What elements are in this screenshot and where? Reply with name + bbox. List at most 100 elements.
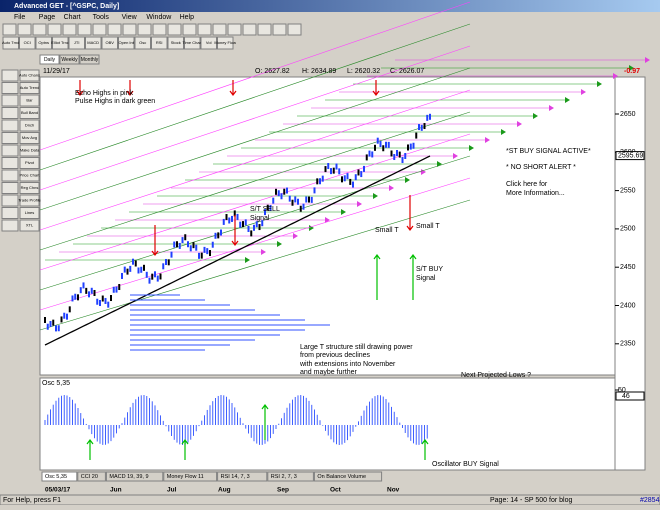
tool-icon[interactable] <box>182 23 197 36</box>
tool-button[interactable] <box>85 36 102 50</box>
menu-item[interactable]: Chart <box>64 14 81 21</box>
tool-button[interactable] <box>35 36 52 50</box>
tool-icon[interactable] <box>227 23 242 36</box>
tool-button[interactable] <box>184 36 201 50</box>
period-tab[interactable] <box>59 54 80 65</box>
candle <box>288 195 291 202</box>
sidebar-button[interactable] <box>19 94 40 107</box>
annotation: from previous declines <box>300 352 371 359</box>
tool-icon[interactable] <box>152 23 167 36</box>
menu-item[interactable]: Tools <box>93 14 110 21</box>
candle <box>60 316 63 323</box>
extension-arrow <box>357 201 362 207</box>
trend-line <box>39 67 471 211</box>
candle <box>107 301 110 308</box>
indicator-tab[interactable] <box>313 471 383 482</box>
indicator-tab[interactable] <box>163 471 218 482</box>
tool-icon[interactable] <box>2 23 17 36</box>
sidebar-button[interactable] <box>19 119 40 132</box>
tool-icon[interactable] <box>272 23 287 36</box>
tool-button[interactable] <box>200 36 217 50</box>
annotation[interactable]: More Information... <box>506 190 565 197</box>
tool-icon[interactable] <box>62 23 77 36</box>
period-tab[interactable] <box>39 54 60 65</box>
tool-button[interactable] <box>217 36 234 50</box>
menu-item[interactable]: Page <box>39 14 55 21</box>
sidebar-button[interactable] <box>19 132 40 144</box>
tool-icon[interactable] <box>77 23 92 36</box>
sidebar-icon[interactable] <box>1 194 19 207</box>
sidebar-icon[interactable] <box>1 169 19 182</box>
indicator-tab[interactable] <box>105 471 164 482</box>
sidebar-icon[interactable] <box>1 132 19 144</box>
candle <box>176 241 178 248</box>
menu-item[interactable]: File <box>14 14 25 21</box>
sidebar-icon[interactable] <box>1 119 19 132</box>
candle <box>55 325 57 332</box>
annotation[interactable]: Click here for <box>506 181 548 188</box>
tool-icon[interactable] <box>212 23 227 36</box>
tool-icon[interactable] <box>122 23 137 36</box>
sidebar-button[interactable] <box>19 207 40 219</box>
tool-icon[interactable] <box>92 23 107 36</box>
tool-icon[interactable] <box>17 23 32 36</box>
tool-button[interactable] <box>167 36 184 50</box>
sidebar-icon[interactable] <box>1 107 19 119</box>
extension-arrow <box>405 177 410 183</box>
tool-icon[interactable] <box>257 23 272 36</box>
sidebar-label: Mov Avg <box>22 135 37 140</box>
sidebar-button[interactable] <box>19 194 40 207</box>
tool-label: RSI <box>156 40 163 45</box>
sidebar-button[interactable] <box>19 82 40 94</box>
tool-icon[interactable] <box>287 23 302 36</box>
tool-button[interactable] <box>52 36 69 50</box>
tool-button[interactable] <box>101 36 118 50</box>
tool-icon[interactable] <box>137 23 152 36</box>
tool-icon[interactable] <box>197 23 212 36</box>
buy-arrow <box>421 439 429 460</box>
indicator-tab[interactable] <box>41 471 78 482</box>
menu-item[interactable]: View <box>122 14 138 21</box>
indicator-tab[interactable] <box>217 471 268 482</box>
candle <box>335 163 338 170</box>
tool-icon[interactable] <box>242 23 257 36</box>
sidebar-icon[interactable] <box>1 219 19 232</box>
sidebar-icon[interactable] <box>1 182 19 194</box>
indicator-tab[interactable] <box>77 471 106 482</box>
tool-icon[interactable] <box>32 23 47 36</box>
tool-label: Time Chart <box>182 40 203 45</box>
candle <box>66 313 68 320</box>
sidebar-button[interactable] <box>19 157 40 169</box>
sidebar-button[interactable] <box>19 69 40 82</box>
tool-icon[interactable] <box>167 23 182 36</box>
sidebar-button[interactable] <box>19 107 40 119</box>
candle <box>57 325 60 332</box>
sidebar-icon[interactable] <box>1 82 19 94</box>
annotation: Oscillator BUY Signal <box>432 461 499 468</box>
candle <box>115 286 118 293</box>
menu-item[interactable]: Help <box>180 14 195 21</box>
sidebar-icon[interactable] <box>1 207 19 219</box>
sidebar-icon[interactable] <box>1 94 19 107</box>
tool-button[interactable] <box>134 36 151 50</box>
indicator-tab-label: Osc 5,35 <box>45 474 67 480</box>
annotation: Next Projected Lows ? <box>461 372 531 379</box>
sidebar-icon[interactable] <box>1 157 19 169</box>
tool-button[interactable] <box>68 36 85 50</box>
tool-button[interactable] <box>19 36 36 50</box>
tool-button[interactable] <box>118 36 135 50</box>
menu-item[interactable]: Window <box>146 14 172 21</box>
sidebar-icon[interactable] <box>1 144 19 157</box>
tool-button[interactable] <box>2 36 19 50</box>
tool-icon[interactable] <box>47 23 62 36</box>
indicator-tab[interactable] <box>267 471 314 482</box>
period-tab[interactable] <box>79 54 100 65</box>
sidebar-icon[interactable] <box>1 69 19 82</box>
sidebar-button[interactable] <box>19 182 40 194</box>
sidebar-button[interactable] <box>19 169 40 182</box>
sidebar-button[interactable] <box>19 219 40 232</box>
tool-button[interactable] <box>151 36 168 50</box>
tool-icon[interactable] <box>107 23 122 36</box>
candle <box>255 221 258 228</box>
sidebar-button[interactable] <box>19 144 40 157</box>
